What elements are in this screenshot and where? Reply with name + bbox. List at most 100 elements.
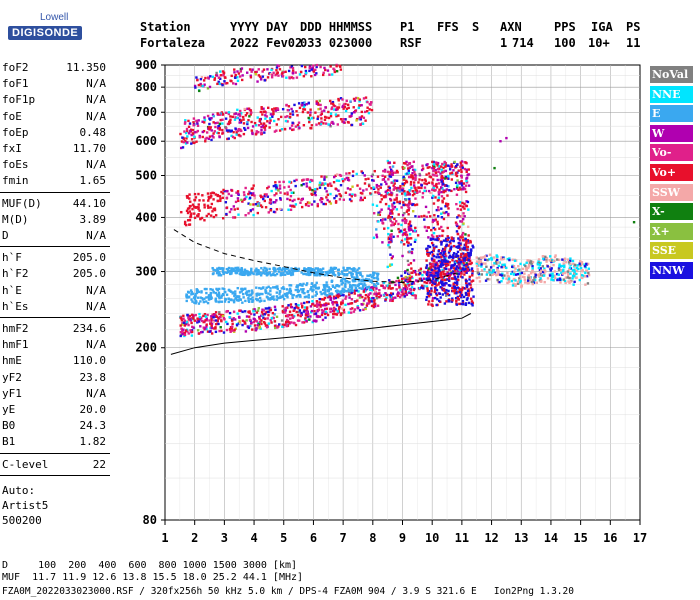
echo-point [494, 260, 498, 263]
echo-point [249, 324, 252, 328]
echo-point [190, 321, 193, 325]
echo-point [355, 289, 358, 292]
echo-point [249, 192, 252, 195]
echo-point [222, 272, 225, 275]
echo-point [189, 213, 193, 216]
echo-point [428, 166, 431, 169]
echo-point [508, 258, 511, 262]
echo-point [240, 198, 243, 202]
echo-point [571, 269, 575, 272]
echo-point [407, 169, 410, 172]
echo-point [460, 267, 464, 271]
echo-point [573, 274, 576, 278]
echo-point [241, 292, 245, 296]
echo-point [231, 319, 234, 322]
echo-point [202, 326, 205, 329]
echo-point [194, 313, 197, 317]
x-tick-label: 3 [221, 531, 228, 545]
echo-point [313, 200, 316, 203]
echo-point [297, 289, 301, 293]
echo-point [377, 220, 380, 223]
echo-point [239, 134, 242, 138]
echo-point [276, 267, 280, 271]
echo-point [541, 274, 544, 277]
echo-point [305, 102, 308, 106]
echo-point [181, 146, 185, 149]
echo-point [536, 263, 540, 266]
echo-point [313, 309, 316, 313]
echo-point [277, 64, 281, 68]
echo-point [432, 194, 435, 198]
echo-point [235, 324, 239, 327]
echo-point [344, 118, 347, 121]
echo-point [403, 295, 406, 298]
echo-point [409, 287, 412, 291]
echo-point [256, 116, 259, 119]
echo-point [406, 164, 409, 167]
echo-point [550, 267, 553, 270]
echo-point [189, 318, 192, 321]
echo-point [526, 266, 530, 269]
echo-point [216, 268, 219, 272]
echo-point [457, 226, 461, 230]
echo-point [300, 198, 303, 202]
echo-point [485, 273, 489, 276]
header-value: Fortaleza [140, 36, 206, 50]
echo-point [461, 164, 464, 167]
echo-point [344, 279, 347, 283]
echo-point [455, 292, 458, 295]
echo-point [271, 73, 274, 77]
echo-point [410, 292, 413, 295]
echo-point [236, 76, 239, 79]
echo-point [434, 296, 437, 300]
echo-point [512, 264, 516, 268]
separator [0, 474, 110, 476]
echo-point [189, 329, 192, 332]
echo-point [438, 165, 441, 168]
echo-point [526, 259, 529, 262]
echo-point [433, 289, 437, 292]
echo-point [248, 272, 251, 276]
echo-point [562, 278, 565, 281]
echo-point [370, 187, 373, 190]
echo-point [216, 199, 220, 203]
echo-point [385, 182, 388, 186]
echo-point [311, 303, 314, 306]
echo-point [344, 282, 347, 285]
echo-point [397, 213, 400, 216]
echo-point [435, 293, 439, 297]
echo-point [330, 106, 334, 109]
echo-point [240, 273, 243, 276]
echo-point [531, 267, 534, 270]
echo-point [404, 270, 407, 273]
echo-point [268, 267, 271, 271]
echo-point [186, 322, 189, 325]
echo-point [317, 107, 320, 111]
echo-point [269, 274, 273, 277]
echo-point [270, 68, 273, 72]
echo-point [270, 297, 273, 301]
echo-point [539, 280, 542, 283]
param-value: 205.0 [72, 251, 106, 265]
echo-point [324, 68, 327, 72]
header-label: AXN [500, 20, 522, 34]
echo-point [342, 308, 346, 312]
echo-point [199, 82, 202, 86]
echo-point [462, 182, 466, 185]
echo-point [432, 254, 436, 258]
echo-point [402, 243, 406, 246]
echo-point [303, 309, 306, 312]
echo-point [332, 122, 335, 125]
header-label: YYYY DAY [230, 20, 288, 34]
echo-point [182, 317, 185, 320]
echo-point [269, 308, 273, 312]
echo-point [225, 196, 229, 199]
echo-point [352, 310, 356, 313]
echo-point [314, 312, 318, 315]
echo-point [538, 268, 542, 272]
echo-point [436, 220, 439, 224]
echo-point [208, 330, 211, 333]
echo-point [577, 267, 580, 271]
echo-point [452, 267, 456, 270]
echo-point [431, 178, 435, 181]
